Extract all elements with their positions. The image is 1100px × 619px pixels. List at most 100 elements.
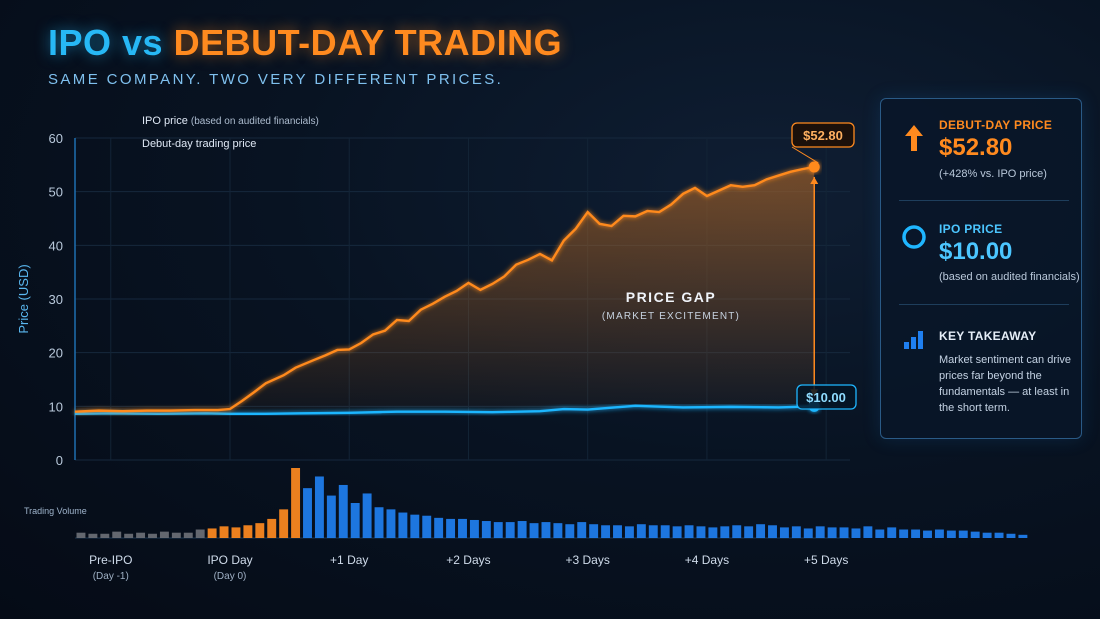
volume-bar	[350, 503, 360, 538]
volume-bar	[493, 522, 503, 538]
debut-callout-text: $52.80	[803, 128, 843, 143]
volume-bar	[255, 523, 265, 538]
volume-bar	[923, 530, 932, 538]
ipo-price-line	[74, 404, 815, 416]
volume-bar	[958, 530, 968, 538]
volume-bar	[636, 524, 646, 538]
volume-bar	[386, 509, 396, 538]
volume-bar	[326, 495, 336, 538]
volume-bar	[517, 521, 527, 538]
volume-bar	[660, 525, 670, 538]
volume-bar	[577, 522, 587, 538]
volume-bar	[446, 518, 456, 538]
volume-bar	[338, 484, 348, 538]
volume-bar	[303, 488, 312, 538]
debut-price-line	[74, 165, 815, 413]
volume-bar	[231, 527, 241, 538]
takeaway-label: KEY TAKEAWAY	[939, 329, 1037, 343]
y-tick-label: 10	[49, 399, 63, 414]
volume-bar	[505, 522, 515, 538]
volume-bar	[791, 526, 801, 538]
volume-bar	[469, 519, 479, 538]
volume-bar	[541, 522, 551, 538]
ipo-callout-text: $10.00	[806, 390, 846, 405]
volume-bar	[434, 517, 444, 538]
y-tick-label: 20	[49, 346, 63, 361]
volume-bar	[756, 524, 766, 538]
ipo-price-label: IPO PRICE	[939, 222, 1003, 236]
y-tick-label: 30	[49, 292, 63, 307]
gap-subtitle: (MARKET EXCITEMENT)	[602, 311, 740, 322]
volume-bar	[839, 527, 849, 538]
ipo-price-note: (based on audited financials)	[939, 271, 1080, 283]
volume-bar	[899, 529, 909, 538]
volume-bar	[291, 468, 301, 538]
volume-bar	[159, 531, 169, 538]
takeaway-text: Market sentiment can drive prices far be…	[939, 354, 1072, 414]
y-tick-label: 0	[56, 453, 63, 468]
volume-bar	[720, 526, 730, 538]
volume-bar	[422, 515, 432, 538]
volume-bar	[279, 509, 289, 538]
bar-chart-icon	[904, 331, 923, 349]
title-ipo: IPO vs	[48, 22, 164, 63]
title-debut: DEBUT-DAY TRADING	[173, 22, 563, 63]
volume-bar	[1018, 534, 1028, 538]
summary-panel: DEBUT-DAY PRICE $52.80 (+428% vs. IPO pr…	[880, 98, 1082, 439]
volume-bar	[207, 528, 217, 538]
volume-bar	[732, 525, 742, 538]
volume-bar	[124, 533, 134, 538]
page-title: IPO vs DEBUT-DAY TRADING	[48, 22, 562, 64]
volume-bar	[696, 526, 706, 538]
volume-bar	[744, 526, 754, 538]
ipo-callout-box	[796, 384, 857, 410]
volume-bar	[851, 528, 861, 538]
volume-bar	[481, 521, 491, 538]
volume-bar	[243, 525, 253, 538]
x-tick-label: Pre-IPO	[89, 553, 132, 567]
y-axis-label: Price (USD)	[16, 264, 31, 333]
volume-bar	[684, 525, 694, 538]
volume-bar	[613, 525, 622, 538]
x-tick-label: +5 Days	[804, 553, 848, 567]
legend-label-ipo: IPO price (based on audited financials)	[142, 115, 319, 127]
volume-label: Trading Volume	[24, 506, 87, 516]
volume-bar	[875, 529, 885, 538]
volume-bar	[672, 526, 682, 538]
volume-bar	[553, 523, 563, 538]
x-tick-label: +3 Days	[566, 553, 610, 567]
volume-bar	[589, 524, 599, 538]
volume-bar	[112, 531, 122, 538]
volume-bar	[624, 526, 634, 538]
volume-bar	[887, 527, 897, 538]
page-subtitle: SAME COMPANY. TWO VERY DIFFERENT PRICES.	[48, 71, 504, 88]
volume-bar	[374, 507, 384, 538]
volume-bar	[88, 533, 98, 538]
volume-bar	[219, 526, 229, 538]
price-gap-area	[75, 166, 815, 414]
volume-bar	[648, 525, 658, 538]
volume-bar	[827, 527, 837, 538]
volume-bar	[362, 493, 372, 538]
panel-divider	[899, 304, 1069, 305]
volume-bar	[529, 523, 539, 538]
debut-price-label: DEBUT-DAY PRICE	[939, 118, 1053, 132]
volume-bar	[183, 532, 193, 538]
volume-bar	[1006, 533, 1016, 538]
debut-price-value: $52.80	[939, 134, 1013, 161]
volume-bar	[314, 476, 324, 538]
gap-arrow-head-up	[810, 176, 819, 184]
y-tick-label: 40	[49, 238, 63, 253]
volume-bar	[863, 526, 873, 538]
x-tick-label: +4 Days	[685, 553, 729, 567]
x-tick-sublabel: (Day 0)	[214, 571, 247, 582]
volume-bar	[911, 529, 921, 538]
volume-bar	[970, 531, 980, 538]
volume-bar	[398, 512, 408, 538]
x-tick-label: +2 Days	[446, 553, 490, 567]
gap-title: PRICE GAP	[626, 289, 717, 305]
legend-note-ipo: (based on audited financials)	[191, 116, 319, 127]
volume-bar	[76, 532, 86, 538]
volume-bar	[779, 527, 789, 538]
